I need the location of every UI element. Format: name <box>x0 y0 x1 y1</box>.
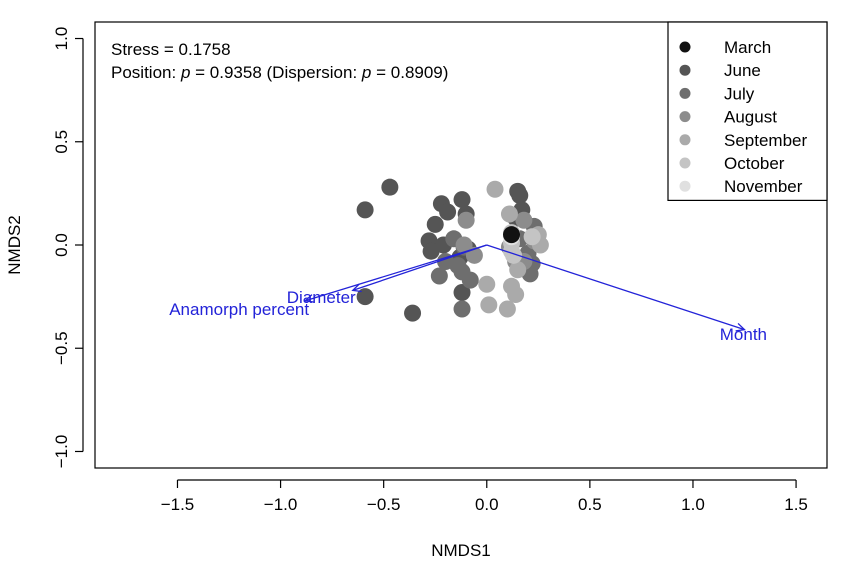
x-tick-label: 1.5 <box>784 495 808 514</box>
vector-arrowhead-anamorph-percent <box>303 294 315 303</box>
data-point-june <box>426 215 444 233</box>
stress-annotation: Stress = 0.1758 <box>111 40 231 59</box>
x-axis-title: NMDS1 <box>431 541 491 560</box>
dispersion-p-value: = 0.8909) <box>371 63 448 82</box>
data-point-june <box>422 242 440 260</box>
x-tick-label: −0.5 <box>367 495 401 514</box>
legend-marker <box>679 134 691 146</box>
vector-arrow-diameter <box>352 244 487 292</box>
data-point-june <box>511 186 529 204</box>
data-point-september <box>498 300 516 318</box>
y-tick-label: 0.0 <box>52 233 71 257</box>
vector-arrow-anamorph-percent <box>305 244 487 302</box>
position-p-value: = 0.9358 (Dispersion: <box>190 63 362 82</box>
legend-marker <box>679 64 691 76</box>
y-axis-title: NMDS2 <box>5 215 24 275</box>
vector-arrowhead-diameter <box>351 283 362 293</box>
legend-marker <box>679 157 691 169</box>
data-point-october <box>523 228 541 246</box>
data-point-june <box>453 191 471 209</box>
vector-label-anamorph-percent: Anamorph percent <box>169 300 309 319</box>
data-point-june <box>439 203 457 221</box>
vector-arrow-month <box>486 244 745 331</box>
data-point-june <box>356 201 374 219</box>
x-tick-label: 0.0 <box>475 495 499 514</box>
legend-label: August <box>724 108 777 127</box>
legend-label: November <box>724 177 803 196</box>
data-point-september <box>509 261 527 279</box>
data-point-june <box>453 283 471 301</box>
y-tick-label: −0.5 <box>52 331 71 365</box>
legend-label: March <box>724 38 771 57</box>
legend: March June July August September October Novem… <box>667 21 828 201</box>
position-p-symbol: p <box>180 63 190 82</box>
legend-label: July <box>724 84 755 103</box>
data-point-june <box>356 288 374 306</box>
y-tick-label: 1.0 <box>52 27 71 51</box>
legend-marker <box>679 87 691 99</box>
dispersion-p-symbol: p <box>361 63 371 82</box>
legend-marker <box>679 41 691 53</box>
data-point-june <box>404 304 422 322</box>
data-point-august <box>457 211 475 229</box>
legend-marker <box>679 180 691 192</box>
data-point-september <box>507 286 525 304</box>
data-point-july <box>453 300 471 318</box>
vector-label-diameter: Diameter <box>287 288 356 307</box>
legend-label: October <box>724 154 785 173</box>
vector-label-month: Month <box>720 325 767 344</box>
position-annotation: Position: p = 0.9358 (Dispersion: p = 0.… <box>111 63 448 82</box>
data-point-march <box>503 226 521 244</box>
x-tick-label: 0.5 <box>578 495 602 514</box>
data-point-july <box>461 271 479 289</box>
y-axis: −1.0 −0.5 0.0 0.5 1.0 <box>52 27 84 469</box>
data-point-october <box>505 246 523 264</box>
x-tick-label: −1.5 <box>161 495 195 514</box>
legend-label: September <box>724 131 807 150</box>
data-point-june <box>381 178 399 196</box>
data-point-september <box>480 296 498 314</box>
data-point-september <box>478 275 496 293</box>
data-point-august <box>455 236 473 254</box>
data-points <box>356 178 549 322</box>
legend-label: June <box>724 61 761 80</box>
data-point-september <box>500 205 518 223</box>
x-tick-label: −1.0 <box>264 495 298 514</box>
legend-box <box>667 21 828 201</box>
y-tick-label: 0.5 <box>52 130 71 154</box>
x-tick-label: 1.0 <box>681 495 705 514</box>
position-prefix: Position: <box>111 63 181 82</box>
vector-arrowhead-month <box>735 322 746 332</box>
x-axis: −1.5 −1.0 −0.5 0.0 0.5 1.0 1.5 <box>161 479 808 514</box>
data-point-august <box>515 211 533 229</box>
y-tick-label: −1.0 <box>52 435 71 469</box>
plot-frame <box>94 21 828 469</box>
data-point-september <box>486 180 504 198</box>
data-point-july <box>430 267 448 285</box>
legend-marker <box>679 111 691 123</box>
